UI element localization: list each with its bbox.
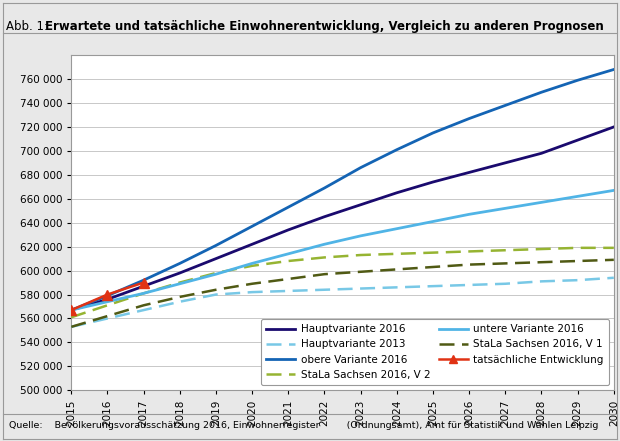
Text: Erwartete und tatsächliche Einwohnerentwicklung, Vergleich zu anderen Prognosen: Erwartete und tatsächliche Einwohnerentw… [45,20,603,33]
Text: Quelle:    Bevölkerungsvorausschätzung 2016, Einwohnerregister         (Ordnungs: Quelle: Bevölkerungsvorausschätzung 2016… [9,421,599,430]
Legend: Hauptvariante 2016, Hauptvariante 2013, obere Variante 2016, StaLa Sachsen 2016,: Hauptvariante 2016, Hauptvariante 2013, … [261,319,609,385]
Text: Abb. 1:: Abb. 1: [6,20,52,33]
